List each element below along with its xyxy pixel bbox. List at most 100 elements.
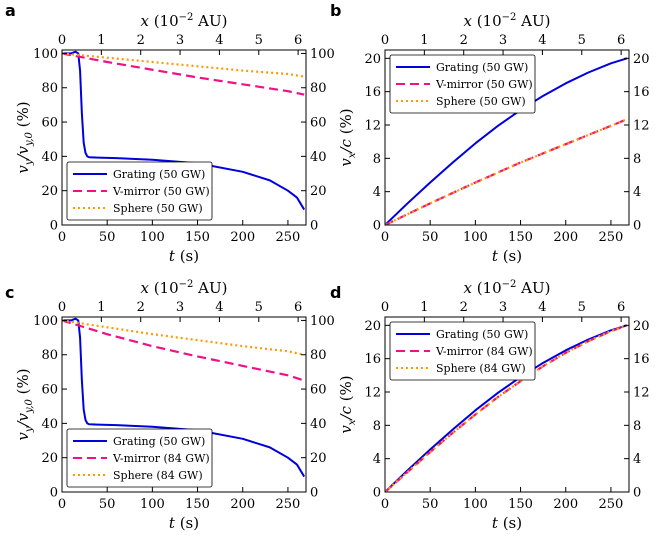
- right-y-tick-label: 100: [310, 314, 335, 329]
- y-tick-label: 16: [364, 352, 381, 367]
- x-tick-label: 0: [381, 497, 389, 512]
- legend-label: Grating (50 GW): [436, 328, 528, 341]
- x-tick-label: 100: [140, 497, 165, 512]
- right-y-tick-label: 60: [310, 383, 327, 398]
- top-x-tick-label: 5: [255, 300, 263, 315]
- y-tick-label: 12: [364, 119, 381, 134]
- plot-area: [62, 50, 306, 211]
- y-axis-label: vy/vy,0 (%): [14, 101, 35, 173]
- y-tick-label: 60: [41, 383, 58, 398]
- x-tick-label: 200: [230, 497, 255, 512]
- y-tick-label: 0: [373, 219, 381, 234]
- y-tick-label: 16: [364, 85, 381, 100]
- top-x-tick-label: 2: [460, 33, 468, 48]
- x-tick-label: 200: [553, 497, 578, 512]
- axes-frame: [61, 316, 307, 493]
- y-tick-label: 0: [373, 486, 381, 501]
- x-tick-label: 150: [508, 497, 533, 512]
- x-tick-label: 250: [599, 230, 624, 245]
- series-line-1: [385, 57, 628, 225]
- x-tick-label: 250: [599, 497, 624, 512]
- y-tick-label: 8: [373, 152, 381, 167]
- y-tick-label: 20: [364, 319, 381, 334]
- series-line-1: [385, 324, 628, 492]
- top-x-tick-label: 0: [381, 300, 389, 315]
- axes-frame: [384, 316, 630, 493]
- legend-label: Grating (50 GW): [113, 435, 205, 448]
- right-y-tick-label: 60: [310, 116, 327, 131]
- top-x-tick-label: 5: [255, 33, 263, 48]
- x-tick-label: 50: [99, 230, 116, 245]
- x-tick-label: 100: [140, 230, 165, 245]
- series-line-3: [62, 319, 305, 356]
- y-tick-label: 100: [33, 47, 58, 62]
- top-x-tick-label: 2: [137, 33, 145, 48]
- x-tick-label: 200: [230, 230, 255, 245]
- legend: Grating (50 GW) V-mirror (84 GW) Sphere (8…: [66, 428, 213, 488]
- series-line-2: [385, 118, 628, 225]
- legend: Grating (50 GW) V-mirror (50 GW) Sphere (5…: [389, 54, 536, 114]
- right-y-tick-label: 20: [310, 184, 327, 199]
- right-y-tick-label: 20: [310, 451, 327, 466]
- right-y-tick-label: 16: [633, 85, 650, 100]
- right-y-tick-label: 0: [633, 219, 641, 234]
- legend-label: Sphere (84 GW): [436, 362, 526, 375]
- panel-letter: a: [5, 1, 16, 20]
- x-tick-label: 0: [58, 497, 66, 512]
- y-axis-label: vy/vy,0 (%): [14, 368, 35, 440]
- x-tick-label: 50: [422, 230, 439, 245]
- series-line-1: [62, 50, 306, 211]
- plot-area: [385, 324, 628, 492]
- y-tick-label: 4: [373, 452, 381, 467]
- top-x-tick-label: 4: [538, 300, 546, 315]
- top-x-tick-label: 6: [617, 33, 625, 48]
- legend-label: Sphere (84 GW): [113, 469, 203, 482]
- top-x-tick-label: 4: [215, 300, 223, 315]
- right-y-tick-label: 80: [310, 81, 327, 96]
- top-x-tick-label: 1: [420, 33, 428, 48]
- y-tick-label: 20: [364, 52, 381, 67]
- x-tick-label: 250: [276, 230, 301, 245]
- top-x-tick-label: 0: [58, 33, 66, 48]
- right-y-tick-label: 80: [310, 348, 327, 363]
- y-tick-label: 20: [41, 451, 58, 466]
- top-x-tick-label: 2: [460, 300, 468, 315]
- top-x-tick-label: 5: [578, 300, 586, 315]
- right-y-tick-label: 16: [633, 352, 650, 367]
- legend-box: [389, 54, 536, 114]
- top-x-tick-label: 4: [538, 33, 546, 48]
- top-x-tick-label: 4: [215, 33, 223, 48]
- y-axis-label: vx/c (%): [337, 375, 358, 433]
- top-x-axis-label: x (10−2 AU): [140, 279, 227, 297]
- top-x-tick-label: 6: [294, 33, 302, 48]
- x-tick-label: 150: [185, 497, 210, 512]
- x-tick-label: 50: [99, 497, 116, 512]
- top-x-tick-label: 1: [420, 300, 428, 315]
- top-x-axis-label: x (10−2 AU): [463, 279, 550, 297]
- series-line-3: [385, 118, 628, 225]
- top-x-axis-label: x (10−2 AU): [463, 12, 550, 30]
- right-y-tick-label: 40: [310, 417, 327, 432]
- legend-label: Sphere (50 GW): [113, 202, 203, 215]
- top-x-tick-label: 6: [294, 300, 302, 315]
- y-tick-label: 0: [50, 486, 58, 501]
- y-tick-label: 80: [41, 348, 58, 363]
- legend: Grating (50 GW) V-mirror (84 GW) Sphere (8…: [389, 321, 536, 381]
- plot-area: [385, 57, 628, 225]
- panel-letter: d: [330, 283, 341, 302]
- legend-label: Sphere (50 GW): [436, 95, 526, 108]
- axes-frame: [61, 49, 307, 226]
- top-x-tick-label: 3: [499, 300, 507, 315]
- legend-box: [66, 161, 213, 221]
- x-tick-label: 0: [58, 230, 66, 245]
- y-tick-label: 40: [41, 150, 58, 165]
- y-tick-label: 60: [41, 116, 58, 131]
- top-x-tick-label: 5: [578, 33, 586, 48]
- series-line-2: [62, 52, 305, 96]
- right-y-tick-label: 12: [633, 386, 650, 401]
- y-tick-label: 20: [41, 184, 58, 199]
- top-x-tick-label: 3: [176, 300, 184, 315]
